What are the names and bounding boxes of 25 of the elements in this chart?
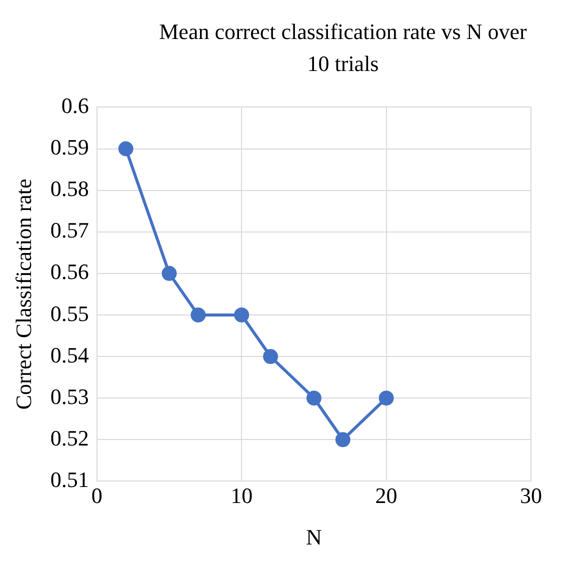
y-tick-label: 0.57 bbox=[50, 218, 89, 243]
y-tick-label: 0.51 bbox=[50, 466, 89, 492]
y-tick-label: 0.6 bbox=[61, 92, 89, 118]
point bbox=[234, 307, 250, 322]
chart-title: Mean correct classification rate vs N over 10 trials bbox=[158, 18, 528, 78]
point bbox=[190, 307, 206, 322]
y-tick-label: 0.56 bbox=[50, 259, 89, 284]
point bbox=[378, 390, 394, 406]
x-axis-title: N bbox=[306, 524, 322, 550]
point bbox=[118, 141, 134, 156]
point bbox=[335, 432, 350, 448]
point bbox=[162, 266, 177, 281]
y-axis-title: Correct Classification rate bbox=[10, 178, 36, 410]
y-tick-label: 0.58 bbox=[50, 176, 89, 202]
point bbox=[306, 390, 322, 406]
point bbox=[263, 349, 278, 364]
y-tick-label: 0.53 bbox=[50, 384, 89, 409]
y-tick-label: 0.55 bbox=[50, 300, 89, 326]
y-tick-label: 0.52 bbox=[50, 425, 89, 450]
y-tick-label: 0.54 bbox=[50, 342, 89, 368]
x-tick-label: 10 bbox=[230, 483, 253, 508]
x-tick-label: 0 bbox=[91, 483, 102, 508]
x-tick-label: 20 bbox=[375, 483, 398, 508]
y-tick-label: 0.59 bbox=[50, 134, 89, 160]
x-tick-label: 30 bbox=[520, 483, 542, 508]
